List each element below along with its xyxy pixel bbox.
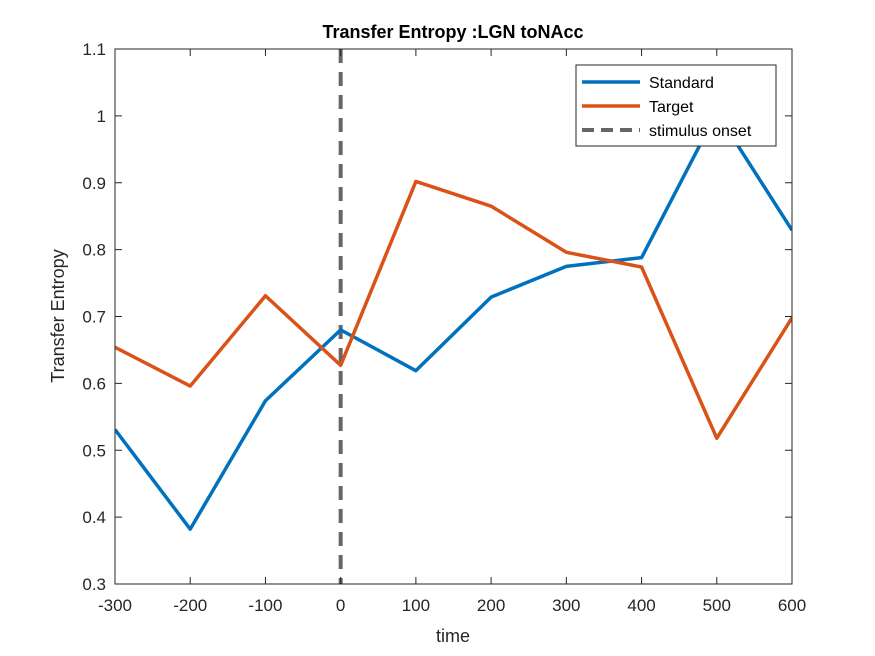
series-line-standard [115,110,792,531]
y-tick-label: 0.7 [82,308,106,327]
axes: -300 -200 -100 0 100 200 300 400 500 600 0.3 0.4 0.5… [82,40,806,615]
x-tick-label: -100 [248,596,282,615]
x-tick-label: 100 [402,596,430,615]
chart-marks [115,49,792,584]
x-tick-label: -300 [98,596,132,615]
legend-label: stimulus onset [649,123,752,140]
y-tick-label: 0.9 [82,174,106,193]
y-tick-label: 0.6 [82,374,106,393]
y-tick-label: 0.8 [82,241,106,260]
x-tick-label: 500 [703,596,731,615]
y-tick-label: 0.5 [82,441,106,460]
x-tick-label: -200 [173,596,207,615]
x-axis-label: time [436,626,470,646]
x-tick-label: 300 [552,596,580,615]
series-line-target [115,179,792,440]
legend-label: Target [649,99,694,116]
y-tick-label: 1 [97,107,106,126]
y-tick-label: 1.1 [82,40,106,59]
x-tick-label: 600 [778,596,806,615]
y-axis-label: Transfer Entropy [48,249,68,382]
legend-label: Standard [649,75,714,92]
legend: Standard Target stimulus onset [575,64,777,147]
x-tick-label: 0 [336,596,345,615]
chart-title: Transfer Entropy :LGN toNAcc [322,22,583,42]
y-tick-label: 0.3 [82,575,106,594]
x-tick-label: 200 [477,596,505,615]
y-tick-label: 0.4 [82,508,106,527]
x-tick-label: 400 [627,596,655,615]
